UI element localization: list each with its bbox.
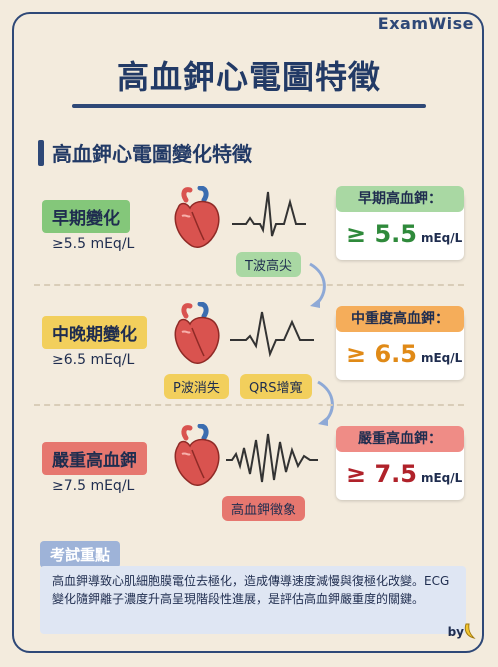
stage-threshold-mid: ≥6.5 mEq/L [52,352,135,368]
section-divider [34,284,464,286]
stage-threshold-early: ≥5.5 mEq/L [52,236,135,252]
card-value-early: ≥ 5.5 mEq/L [346,220,462,248]
title-underline [72,104,426,108]
heart-icon [174,302,220,364]
card-title-severe: 嚴重高血鉀： [336,426,464,452]
stage-label-severe: 嚴重高血鉀 [42,442,147,475]
stage-threshold-severe: ≥7.5 mEq/L [52,478,135,494]
card-frame [12,12,484,653]
ecg-tag-t-wave: T波高尖 [236,252,301,277]
byline: by [447,625,464,639]
card-early: 早期高血鉀： ≥ 5.5 mEq/L [336,186,464,260]
page-title: 高血鉀心電圖特徵 [116,58,381,96]
card-title-mid: 中重度高血鉀： [336,306,464,332]
section-accent-bar [38,140,44,166]
card-value-severe: ≥ 7.5 mEq/L [346,460,462,488]
heart-icon [174,424,220,486]
stage-label-early: 早期變化 [42,200,130,233]
value-text: ≥ 6.5 [346,340,417,368]
value-text: ≥ 7.5 [346,460,417,488]
key-points-box: 高血鉀導致心肌細胞膜電位去極化，造成傳導速度減慢與復極化改變。ECG變化隨鉀離子… [40,566,466,634]
ecg-wave-icon [226,433,318,483]
banana-icon [464,623,476,639]
ecg-wave-icon [230,311,314,358]
key-points-heading: 考試重點 [40,541,121,568]
unit-text: mEq/L [420,231,463,245]
section-title: 高血鉀心電圖變化特徵 [52,142,252,166]
unit-text: mEq/L [420,351,463,365]
ecg-tag-p-wave: P波消失 [164,374,229,399]
card-title-early: 早期高血鉀： [336,186,464,212]
unit-text: mEq/L [420,471,463,485]
card-severe: 嚴重高血鉀： ≥ 7.5 mEq/L [336,426,464,500]
card-value-mid: ≥ 6.5 mEq/L [346,340,462,368]
ecg-wave-icon [232,191,306,237]
curved-arrow-icon [317,380,334,426]
value-text: ≥ 5.5 [346,220,417,248]
key-points-text: 高血鉀導致心肌細胞膜電位去極化，造成傳導速度減慢與復極化改變。ECG變化隨鉀離子… [52,574,450,606]
stage-label-mid: 中晚期變化 [42,316,147,349]
section-divider [34,404,464,406]
card-mid: 中重度高血鉀： ≥ 6.5 mEq/L [336,306,464,380]
ecg-tag-qrs: QRS增寬 [240,374,312,399]
ecg-tag-severe: 高血鉀徵象 [222,496,306,521]
heart-icon [174,186,220,248]
brand-logo: ExamWise [377,14,474,33]
curved-arrow-icon [309,262,326,308]
